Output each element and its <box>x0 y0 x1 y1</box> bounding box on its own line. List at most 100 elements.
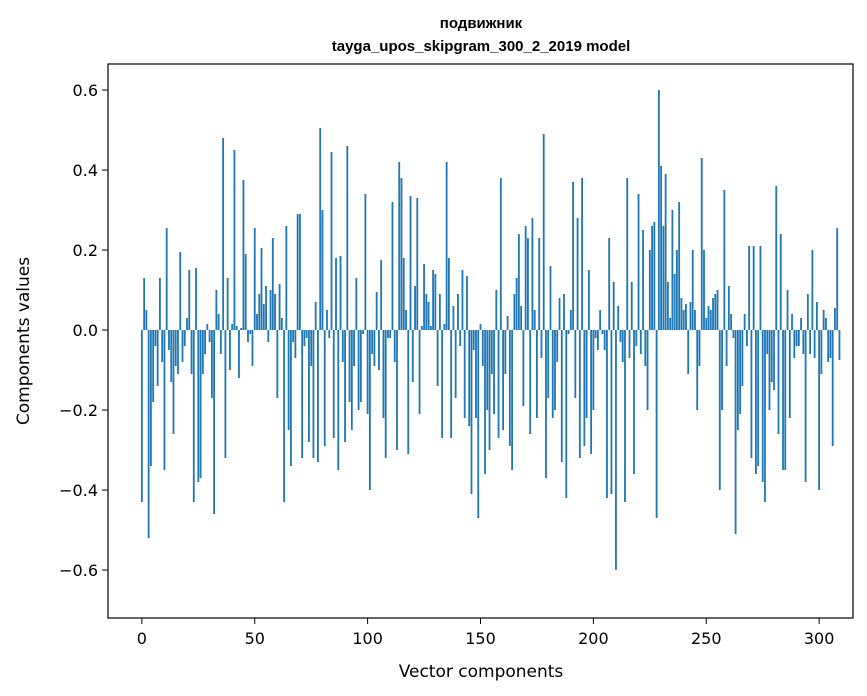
bar <box>666 282 669 330</box>
bar <box>560 330 563 462</box>
bar <box>267 330 270 342</box>
bar <box>479 324 482 330</box>
bar <box>495 290 498 330</box>
bar <box>563 294 565 330</box>
bar <box>368 330 371 490</box>
bar <box>432 270 434 330</box>
bar <box>145 310 148 330</box>
bar <box>174 330 177 366</box>
bar <box>529 330 532 434</box>
bar <box>664 174 667 330</box>
bar <box>393 330 396 362</box>
bar <box>280 318 283 330</box>
bar <box>147 330 150 538</box>
bar <box>687 330 690 374</box>
bar <box>576 218 579 330</box>
bar <box>775 186 778 330</box>
bar <box>154 330 157 346</box>
bar <box>226 278 229 330</box>
bar <box>472 330 475 350</box>
bar <box>341 330 344 362</box>
plot-frame <box>107 63 854 619</box>
bar <box>387 330 389 338</box>
bar <box>219 330 222 354</box>
bar <box>619 330 622 342</box>
bar <box>551 330 554 418</box>
bar <box>326 310 328 330</box>
bar <box>676 250 678 330</box>
bar <box>590 330 593 454</box>
bar <box>558 298 561 330</box>
bar <box>359 330 362 402</box>
bar <box>707 306 710 330</box>
bar <box>493 330 495 414</box>
bar <box>764 330 766 502</box>
bar <box>339 256 342 330</box>
bar <box>470 330 473 494</box>
bar <box>389 330 392 338</box>
bar <box>734 330 737 534</box>
bar <box>441 330 444 438</box>
bar <box>190 330 193 374</box>
bar <box>323 330 326 446</box>
bar <box>289 330 292 466</box>
bar <box>567 330 570 334</box>
bar <box>583 330 586 446</box>
bar <box>427 302 430 330</box>
bar <box>296 214 299 330</box>
bar <box>825 318 827 330</box>
bar <box>797 330 800 346</box>
chart-subtitle: tayga_upos_skipgram_300_2_2019 model <box>332 38 631 55</box>
bar <box>703 250 705 330</box>
bar <box>208 330 211 342</box>
bar <box>204 330 206 354</box>
bar <box>199 330 202 478</box>
bar <box>445 162 448 330</box>
bar <box>581 178 583 330</box>
bar <box>624 330 626 502</box>
bar <box>504 330 507 374</box>
bar <box>486 330 489 410</box>
bar <box>540 330 543 358</box>
bar <box>418 330 421 414</box>
x-axis-label: Vector components <box>399 662 564 682</box>
bar <box>513 294 516 330</box>
bar <box>511 330 514 470</box>
bar <box>253 228 256 330</box>
bar <box>506 316 509 330</box>
bar <box>240 328 243 330</box>
bar <box>177 330 179 374</box>
bar <box>784 330 787 470</box>
bar <box>527 238 529 330</box>
bar <box>420 326 423 330</box>
bar <box>249 330 252 334</box>
bar <box>545 330 547 478</box>
bar <box>648 250 651 330</box>
bar <box>709 310 712 330</box>
x-tick-label: 100 <box>352 629 383 648</box>
bar <box>791 314 793 330</box>
bar <box>820 330 823 374</box>
bar <box>235 326 238 330</box>
bar <box>554 330 556 410</box>
bar <box>423 264 425 330</box>
x-tick-label: 0 <box>137 629 147 648</box>
bar <box>617 306 620 330</box>
bar <box>258 294 261 330</box>
bar <box>488 330 491 450</box>
bar <box>292 330 295 342</box>
bar <box>660 166 663 330</box>
bar <box>531 218 534 330</box>
bar <box>782 330 784 470</box>
chart-title: подвижник <box>440 15 523 32</box>
bar <box>587 270 590 330</box>
y-tick-label: 0.4 <box>73 161 98 180</box>
bar <box>630 282 633 330</box>
bar <box>678 202 681 330</box>
bar <box>305 330 308 338</box>
bar <box>538 238 541 330</box>
bar <box>718 330 721 490</box>
bar <box>260 248 263 330</box>
bar <box>206 324 209 330</box>
x-tick-label: 200 <box>578 629 609 648</box>
